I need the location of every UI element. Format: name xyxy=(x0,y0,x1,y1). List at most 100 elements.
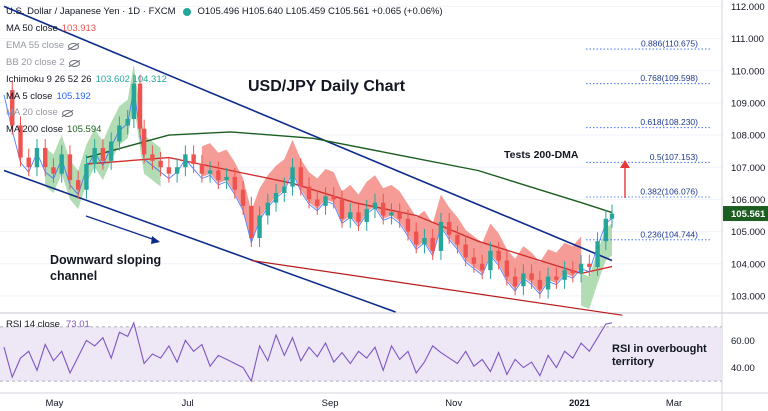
candle-body xyxy=(315,199,320,206)
indicator-value: 105.192 xyxy=(56,90,91,102)
candle-body xyxy=(43,147,48,168)
symbol-row: U.S. Dollar / Japanese Yen · 1D · FXCM O… xyxy=(6,4,443,21)
fib-level-label: 0.768(109.598) xyxy=(640,73,698,83)
indicator-legend-row[interactable]: Ichimoku 9 26 52 26 103.602 104.312 xyxy=(6,72,443,89)
candle-body xyxy=(100,147,106,161)
candle-body xyxy=(191,154,196,165)
eye-hidden-icon[interactable] xyxy=(61,110,73,118)
annotation-rsi-line2: territory xyxy=(612,356,655,368)
candle-body xyxy=(240,189,246,206)
indicator-legend-row[interactable]: MA 200 close 105.594 xyxy=(6,122,443,139)
candle-body xyxy=(609,213,615,219)
ohlc-readout: O105.496 H105.640 L105.459 C105.561 +0.0… xyxy=(197,6,443,17)
price-tick-label: 109.000 xyxy=(731,98,765,109)
time-tick-label: Mar xyxy=(666,398,682,409)
price-tick-label: 111.000 xyxy=(731,34,764,45)
candle-body xyxy=(554,276,559,280)
channel-lower-line xyxy=(3,169,396,313)
indicator-name: MA 50 close xyxy=(6,22,58,34)
candle-body xyxy=(397,212,402,219)
candle-body xyxy=(463,244,468,258)
last-price-badge xyxy=(723,206,768,222)
indicator-name: MA 5 close xyxy=(6,90,53,102)
chart-title: USD/JPY Daily Chart xyxy=(248,78,406,95)
rsi-value: 73.01 xyxy=(66,319,90,330)
candle-body xyxy=(298,167,303,187)
candle-body xyxy=(414,231,419,245)
candle-body xyxy=(578,263,584,274)
fib-level-label: 0.382(106.076) xyxy=(640,186,698,196)
candle-body xyxy=(603,218,609,242)
candle-body xyxy=(59,154,64,174)
indicator-name: BB 20 close 2 xyxy=(6,56,65,68)
eye-hidden-icon[interactable] xyxy=(68,42,80,50)
candle-body xyxy=(117,125,122,142)
rsi-title: RSI 14 close xyxy=(6,319,60,330)
candle-body xyxy=(10,90,15,126)
candle-body xyxy=(137,83,143,129)
channel-direction-arrow xyxy=(85,215,159,242)
time-tick-label: Sep xyxy=(322,398,339,409)
price-tick-label: 105.000 xyxy=(731,227,765,238)
candles xyxy=(10,74,615,299)
candle-body xyxy=(488,250,493,271)
candle-body xyxy=(67,154,73,181)
price-tick-label: 112.000 xyxy=(731,2,765,13)
candle-body xyxy=(381,202,386,216)
rsi-panel: 60.00 40.00 RSI 14 close 73.01 xyxy=(0,319,755,383)
candle-body xyxy=(562,270,567,280)
candle-body xyxy=(108,141,114,161)
candle-body xyxy=(389,212,394,216)
candle-body xyxy=(290,167,295,187)
fib-level-label: 0.618(108.230) xyxy=(640,117,698,127)
indicator-legend-row[interactable]: EMA 55 close xyxy=(6,38,443,55)
rsi-tick-label: 40.00 xyxy=(731,363,755,374)
candle-body xyxy=(150,154,155,161)
candle-body xyxy=(92,147,97,165)
candle-body xyxy=(521,273,526,287)
candle-body xyxy=(183,154,188,168)
candle-body xyxy=(339,199,345,219)
candle-body xyxy=(529,273,534,280)
time-tick-label: May xyxy=(45,398,63,409)
indicator-legend-row[interactable]: BB 20 close 2 xyxy=(6,55,443,72)
indicator-legend-row[interactable]: MA 50 close 103.913 xyxy=(6,21,443,38)
fib-level-label: 0.886(110.675) xyxy=(641,39,698,49)
price-tick-label: 108.000 xyxy=(731,131,765,142)
candle-body xyxy=(199,164,205,174)
channel-upper-line xyxy=(3,5,613,262)
price-tick-label: 106.000 xyxy=(731,195,765,206)
indicator-name: MA 200 close xyxy=(6,124,64,136)
eye-hidden-icon[interactable] xyxy=(68,59,80,67)
candle-body xyxy=(125,119,130,126)
indicator-name: EMA 55 close xyxy=(6,39,65,51)
indicator-value: 103.602 104.312 xyxy=(95,73,167,85)
candle-body xyxy=(265,202,271,216)
candle-body xyxy=(405,218,411,232)
candle-body xyxy=(18,125,23,158)
candle-body xyxy=(570,270,576,274)
symbol-title[interactable]: U.S. Dollar / Japanese Yen · 1D · FXCM xyxy=(6,6,176,17)
rsi-tick-label: 60.00 xyxy=(731,336,755,347)
candle-body xyxy=(479,263,485,271)
candle-body xyxy=(348,212,353,219)
annotation-channel-line1: Downward sloping xyxy=(50,253,161,267)
candle-body xyxy=(331,196,336,200)
indicator-legend: U.S. Dollar / Japanese Yen · 1D · FXCM O… xyxy=(6,4,443,139)
indicator-name: Ichimoku 9 26 52 26 xyxy=(6,73,92,85)
candle-body xyxy=(51,167,56,174)
candle-body xyxy=(323,196,328,206)
candle-body xyxy=(512,276,518,287)
candle-body xyxy=(430,238,435,251)
indicator-value: 103.913 xyxy=(61,22,97,34)
cloud-bearish-segment xyxy=(201,139,582,293)
candle-body xyxy=(216,170,221,181)
indicator-legend-row[interactable]: MA 5 close 105.192 xyxy=(6,89,443,106)
price-tick-label: 107.000 xyxy=(731,163,765,174)
breakout-arrowhead xyxy=(620,160,630,168)
candle-body xyxy=(438,221,444,251)
candle-body xyxy=(84,164,89,190)
indicator-legend-row[interactable]: MA 20 close xyxy=(6,105,443,122)
candle-body xyxy=(224,176,229,181)
